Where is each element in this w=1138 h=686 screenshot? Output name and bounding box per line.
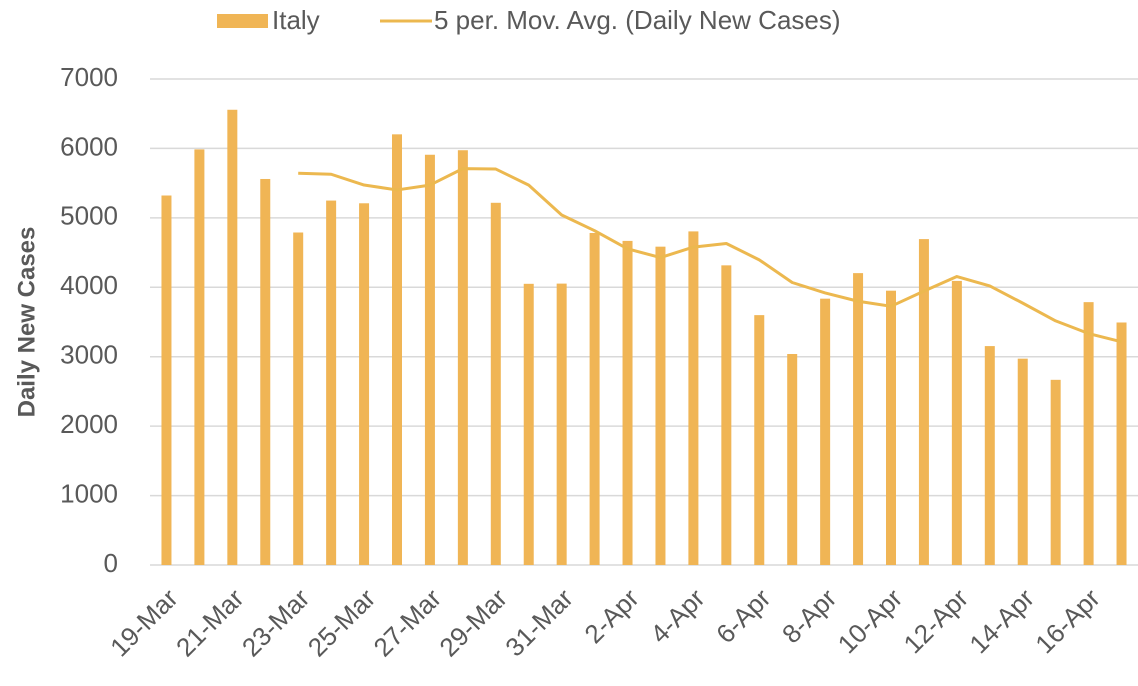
moving-average-line	[298, 167, 1122, 344]
legend-label: 5 per. Mov. Avg. (Daily New Cases)	[434, 5, 841, 35]
bar	[787, 354, 798, 565]
x-tick-label: 29-Mar	[433, 583, 513, 663]
y-axis-title: Daily New Cases	[13, 227, 40, 418]
bar	[853, 273, 864, 565]
y-tick-label: 6000	[60, 131, 118, 161]
x-tick-label: 19-Mar	[104, 583, 184, 663]
x-tick-label: 25-Mar	[302, 583, 382, 663]
bar	[556, 283, 567, 565]
bar	[1116, 322, 1127, 565]
bar	[622, 240, 633, 566]
y-tick-label: 1000	[60, 478, 118, 508]
bar	[918, 239, 929, 565]
bar	[359, 203, 370, 565]
bar	[490, 202, 501, 565]
x-tick-label: 10-Apr	[832, 583, 909, 660]
bar	[1050, 379, 1061, 565]
bar	[951, 280, 962, 565]
bar	[688, 231, 699, 565]
bar	[424, 154, 435, 565]
y-tick-label: 7000	[60, 62, 118, 92]
y-tick-label: 3000	[60, 340, 118, 370]
bar	[820, 298, 831, 565]
x-tick-label: 23-Mar	[236, 583, 316, 663]
bar	[326, 200, 337, 565]
bar	[194, 149, 205, 565]
bar	[260, 178, 271, 565]
legend-label: Italy	[272, 5, 320, 35]
bar	[293, 232, 304, 565]
bar	[457, 150, 468, 566]
y-tick-label: 4000	[60, 270, 118, 300]
y-tick-label: 5000	[60, 201, 118, 231]
y-tick-label: 2000	[60, 409, 118, 439]
x-tick-label: 31-Mar	[499, 583, 579, 663]
x-tick-label: 2-Apr	[578, 583, 644, 649]
x-tick-label: 14-Apr	[963, 583, 1040, 660]
legend-swatch	[217, 14, 268, 28]
bar	[1083, 302, 1094, 565]
bar	[523, 283, 534, 565]
bar	[589, 232, 600, 566]
x-tick-label: 27-Mar	[368, 583, 448, 663]
bar	[886, 290, 896, 565]
x-tick-label: 12-Apr	[898, 583, 975, 660]
bar	[984, 346, 995, 565]
bar	[1017, 358, 1028, 565]
bar	[392, 134, 402, 565]
bar	[227, 109, 238, 565]
bar	[721, 265, 732, 565]
x-tick-label: 16-Apr	[1029, 583, 1106, 660]
y-tick-label: 0	[104, 548, 118, 578]
bar	[754, 315, 765, 565]
x-tick-label: 6-Apr	[710, 583, 776, 649]
bar	[655, 246, 666, 566]
x-tick-label: 21-Mar	[170, 583, 250, 663]
bar	[161, 195, 172, 565]
x-tick-label: 4-Apr	[644, 583, 710, 649]
